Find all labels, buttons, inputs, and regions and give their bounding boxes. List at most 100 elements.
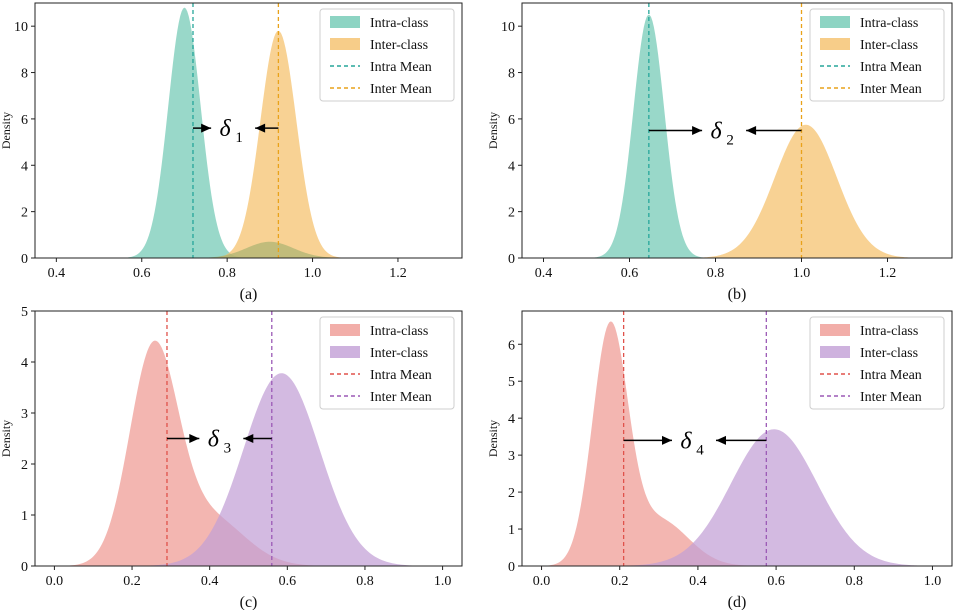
legend-intra-mean-label: Intra Mean: [860, 368, 922, 383]
plot-area: [522, 311, 952, 566]
delta-arrow-right-head: [662, 435, 672, 445]
legend-inter-mean-label: Inter Mean: [860, 82, 922, 97]
inter-class-density-area: [35, 373, 462, 566]
delta-arrow-right-head: [189, 434, 200, 443]
x-tick-label: 0.2: [123, 574, 141, 589]
legend-box: [319, 8, 455, 102]
y-axis-label: Density: [0, 112, 13, 149]
delta-arrow-left-head: [746, 126, 757, 135]
legend-inter-class-label: Inter-class: [370, 346, 428, 361]
x-tick-label: 0.8: [356, 574, 374, 589]
panel-a: δ 1 0.4 0.6 0.8 1.0 1.2 0 2 4 6 8 10 Density (a) Intra-…: [0, 2, 463, 303]
panel-subtitle: (a): [240, 286, 258, 303]
y-tick-label: 2: [21, 206, 28, 221]
axes-frame: [521, 310, 953, 567]
x-tick-label: 0.4: [48, 266, 66, 281]
delta-arrow-right-head: [201, 123, 212, 133]
x-tick-label: 0.0: [533, 574, 551, 589]
axes-frame: [34, 310, 463, 567]
legend-inter-class-swatch: [330, 38, 360, 50]
inter-class-density-area: [522, 429, 952, 566]
panel-b: δ 20.4 0.6 0.8 1.0 1.20246810Density(b)Intra-…: [486, 2, 953, 303]
y-tick-label: 1: [21, 509, 28, 524]
delta-label: δ: [680, 428, 692, 454]
legend-inter-class-label: Inter-class: [860, 346, 918, 361]
x-tick-label: 1.2: [389, 266, 407, 281]
x-tick-label: 0.8: [846, 574, 864, 589]
delta-label: δ: [220, 116, 232, 142]
delta-arrow-left-head: [243, 434, 254, 443]
y-tick-label: 5: [21, 305, 28, 320]
y-tick-label: 3: [508, 449, 515, 464]
delta-index: 1: [235, 130, 243, 146]
overlap-density-area: [35, 241, 462, 258]
delta-index: 4: [696, 442, 704, 458]
panel-d: δ 40.0 0.2 0.4 0.6 0.8 1.00123456Density(d)Int…: [486, 310, 953, 610]
y-tick-label: 4: [21, 159, 28, 174]
x-tick-label: 0.0: [46, 574, 64, 589]
x-tick-label: 1.0: [793, 266, 811, 281]
legend-inter-mean-label: Inter Mean: [370, 390, 432, 405]
x-tick-label: 0.6: [767, 574, 785, 589]
panel-subtitle: (b): [728, 286, 747, 303]
y-tick-label: 2: [508, 206, 515, 221]
delta-arrow-left-head: [716, 435, 726, 445]
legend-intra-class-swatch: [820, 324, 850, 336]
x-tick-label: 1.0: [924, 574, 942, 589]
y-tick-label: 4: [21, 356, 28, 371]
y-tick-label: 6: [21, 113, 28, 128]
inter-class-density-area: [522, 124, 952, 258]
y-axis-label: Density: [486, 420, 500, 457]
delta-label: δ: [711, 119, 723, 145]
panel-subtitle: (d): [728, 594, 747, 610]
y-tick-label: 10: [501, 20, 515, 35]
y-tick-label: 0: [21, 560, 28, 575]
legend-inter-class-swatch: [330, 346, 360, 358]
x-tick-label: 0.8: [707, 266, 725, 281]
legend-inter-class-label: Inter-class: [860, 38, 918, 53]
legend-inter-class-swatch: [820, 38, 850, 50]
legend-intra-mean-label: Intra Mean: [370, 368, 432, 383]
intra-class-density-area: [35, 340, 462, 566]
x-tick-label: 0.6: [133, 266, 151, 281]
legend-intra-class-label: Intra-class: [370, 324, 428, 339]
legend-intra-mean-label: Intra Mean: [860, 60, 922, 75]
y-tick-label: 2: [21, 458, 28, 473]
legend-box: [319, 316, 455, 410]
y-tick-label: 0: [508, 252, 515, 267]
x-tick-label: 0.8: [218, 266, 236, 281]
y-tick-label: 5: [508, 375, 515, 390]
panel-subtitle: (c): [240, 594, 258, 610]
legend-intra-class-swatch: [330, 324, 360, 336]
x-tick-label: 1.2: [879, 266, 897, 281]
y-tick-label: 6: [508, 338, 515, 353]
intra-class-density-area: [522, 321, 952, 566]
x-tick-label: 0.6: [279, 574, 297, 589]
legend-inter-mean-label: Inter Mean: [370, 82, 432, 97]
legend-intra-class-swatch: [330, 16, 360, 28]
x-tick-label: 0.6: [621, 266, 639, 281]
delta-arrow-left-head: [255, 123, 266, 133]
legend-intra-mean-label: Intra Mean: [370, 60, 432, 75]
legend: Intra-class Inter-class Intra Mean Inter Me…: [319, 8, 455, 102]
inter-class-density-area: [35, 30, 462, 258]
legend-inter-class-swatch: [820, 346, 850, 358]
axes-frame: [34, 2, 463, 259]
y-tick-label: 8: [21, 67, 28, 82]
delta-index: 2: [726, 133, 734, 149]
y-tick-label: 4: [508, 159, 515, 174]
x-tick-label: 0.4: [689, 574, 707, 589]
x-tick-label: 0.4: [201, 574, 219, 589]
y-tick-label: 3: [21, 407, 28, 422]
y-tick-label: 0: [21, 252, 28, 267]
legend: Intra-class Inter-class Intra Mean Inter Me…: [809, 316, 945, 410]
y-axis-label: Density: [486, 112, 500, 149]
delta-index: 3: [224, 441, 232, 457]
legend-box: [809, 316, 945, 410]
intra-class-density-area: [522, 14, 952, 258]
x-tick-label: 1.0: [304, 266, 322, 281]
x-tick-label: 0.4: [535, 266, 553, 281]
legend-inter-mean-label: Inter Mean: [860, 390, 922, 405]
delta-arrow-right-head: [692, 126, 703, 135]
